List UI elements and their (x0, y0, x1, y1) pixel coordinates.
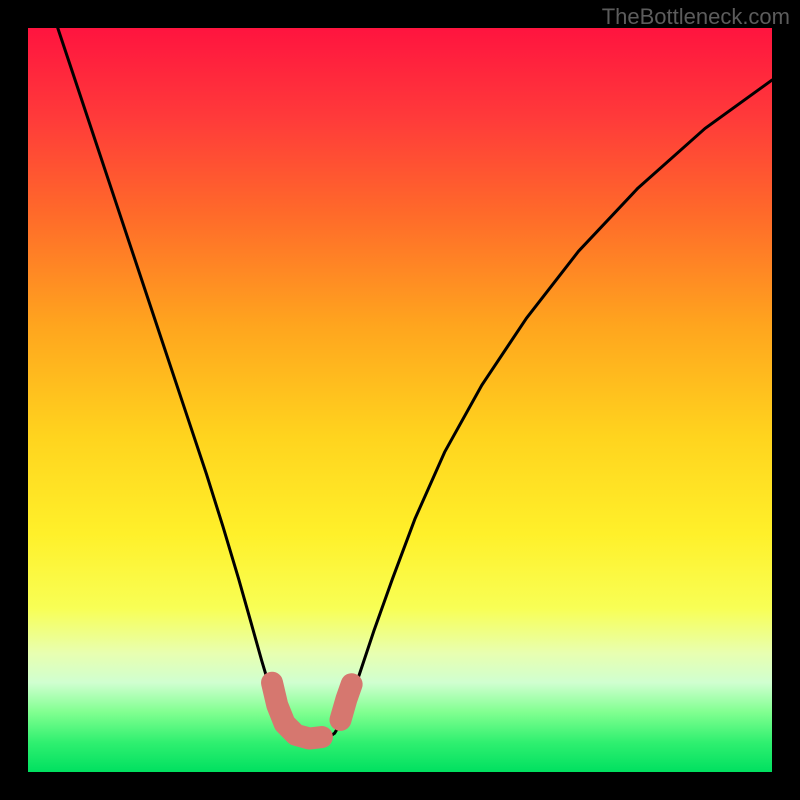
bottleneck-curve-chart (28, 28, 772, 772)
gradient-background (28, 28, 772, 772)
chart-plot-area (28, 28, 772, 772)
watermark-text: TheBottleneck.com (602, 4, 790, 30)
optimal-range-highlight-1 (340, 684, 351, 720)
